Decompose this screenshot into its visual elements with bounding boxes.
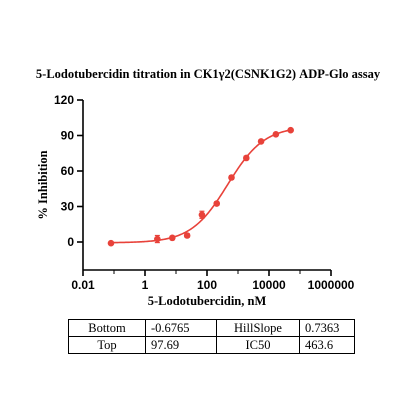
fit-parameters-table: Bottom -0.6765 HillSlope 0.7363 Top 97.6… — [68, 319, 355, 354]
plot-area — [107, 126, 294, 247]
x-tick-label: 1 — [142, 278, 149, 292]
y-tick-label: 30 — [61, 200, 75, 214]
y-tick-label: 90 — [61, 129, 75, 143]
data-point — [107, 239, 115, 247]
data-point — [272, 131, 280, 138]
y-tick-label: 0 — [67, 235, 74, 249]
data-point — [198, 211, 206, 219]
table-row: Top 97.69 IC50 463.6 — [68, 336, 355, 354]
data-point — [257, 138, 265, 145]
fit-curve — [110, 129, 291, 244]
data-point — [287, 126, 294, 134]
table-cell: -0.6765 — [145, 319, 217, 337]
y-tick-label: 120 — [54, 93, 74, 107]
x-tick-label: 0.01 — [71, 278, 95, 292]
data-point — [213, 200, 221, 207]
table-cell: Top — [68, 336, 146, 354]
data-point — [154, 235, 161, 243]
chart-title: 5-Lodotubercidin titration in CK1γ2(CSNK… — [36, 67, 381, 81]
table-cell: 0.7363 — [299, 319, 355, 337]
x-axis-title: 5-Lodotubercidin, nM — [148, 294, 267, 308]
y-tick-label: 60 — [61, 164, 75, 178]
table-cell: 463.6 — [299, 336, 355, 354]
y-axis-title: % Inhibition — [36, 150, 50, 219]
data-point — [183, 232, 191, 239]
table-cell: IC50 — [216, 336, 300, 354]
table-cell: Bottom — [68, 319, 146, 337]
table-cell: 97.69 — [145, 336, 217, 354]
data-point — [228, 174, 235, 181]
y-axis: 0 30 60 90 120 — [54, 93, 84, 270]
x-axis: 0.01 1 100 10000 1000000 — [71, 269, 355, 292]
x-tick-label: 1000000 — [308, 278, 355, 292]
table-cell: HillSlope — [216, 319, 300, 337]
table-row: Bottom -0.6765 HillSlope 0.7363 — [68, 319, 355, 337]
data-point — [242, 154, 250, 162]
x-tick-label: 10000 — [252, 278, 286, 292]
x-tick-label: 100 — [197, 278, 217, 292]
data-point — [169, 234, 176, 242]
